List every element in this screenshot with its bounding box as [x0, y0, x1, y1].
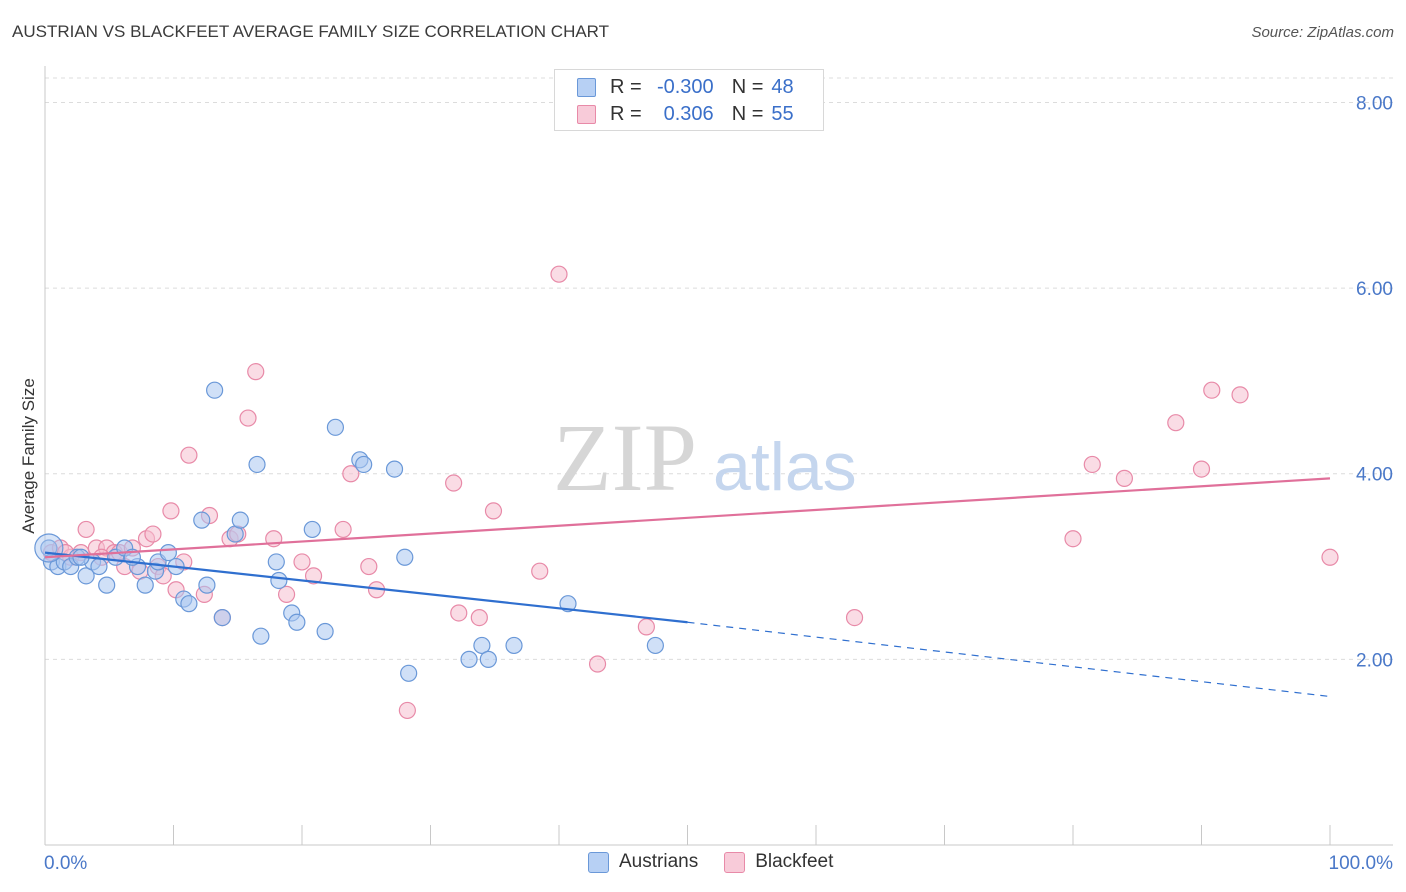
- austrians-point: [213, 609, 231, 627]
- blackfeet-point: [1064, 530, 1082, 548]
- austrians-point: [248, 455, 266, 474]
- blackfeet-point: [293, 553, 311, 571]
- austrians-trend-line: [44, 551, 688, 624]
- watermark-atlas: atlas: [713, 429, 857, 505]
- austrians-point: [316, 622, 334, 641]
- blackfeet-point: [398, 701, 416, 720]
- blackfeet-point: [845, 609, 864, 627]
- blackfeet-point: [1231, 386, 1249, 404]
- austrians-point-large: [34, 533, 64, 563]
- legend-r-value: 0.306: [663, 102, 714, 125]
- legend-row-austrians: R = -0.300 N = 48: [577, 75, 794, 99]
- blackfeet-point: [77, 520, 95, 539]
- blackfeet-swatch: [577, 104, 596, 124]
- austrians-point: [559, 595, 577, 613]
- blackfeet-point: [550, 265, 568, 283]
- blackfeet-point: [470, 609, 488, 627]
- blackfeet-point: [450, 604, 468, 622]
- austrians-point: [385, 460, 404, 478]
- austrians-point: [355, 455, 373, 474]
- austrians-point: [396, 548, 414, 566]
- bottom-legend-blackfeet: Blackfeet: [724, 851, 833, 873]
- chart-title: AUSTRIAN VS BLACKFEET AVERAGE FAMILY SIZ…: [12, 22, 610, 41]
- blackfeet-point: [1203, 381, 1221, 399]
- source-note: Source: ZipAtlas.com: [1251, 24, 1394, 41]
- austrians-point: [646, 636, 664, 655]
- austrians-point: [479, 650, 497, 668]
- blackfeet-trend-line: [44, 477, 1331, 559]
- blackfeet-point: [277, 585, 296, 604]
- y-tick-label: 8.00: [1356, 93, 1393, 114]
- blackfeet-point: [531, 562, 549, 580]
- blackfeet-point: [342, 465, 360, 483]
- austrians-point: [473, 636, 491, 655]
- y-axis-label: Average Family Size: [19, 378, 38, 534]
- blackfeet-point: [445, 474, 463, 492]
- x-tick-label: 0.0%: [44, 853, 87, 874]
- austrians-swatch: [588, 851, 609, 873]
- y-tick-label: 4.00: [1356, 465, 1393, 486]
- austrians-point: [400, 664, 418, 682]
- austrians-point: [136, 576, 154, 594]
- austrians-point: [326, 418, 345, 436]
- blackfeet-point: [247, 363, 265, 381]
- austrians-point: [303, 520, 321, 539]
- blackfeet-point: [180, 446, 198, 464]
- y-tick-label: 6.00: [1356, 279, 1393, 300]
- watermark-zip: ZIP: [553, 404, 697, 511]
- bottom-legend: Austrians Blackfeet: [588, 851, 859, 873]
- grid-lines: [45, 77, 1393, 660]
- austrians-point: [267, 553, 285, 571]
- blackfeet-point: [239, 409, 257, 427]
- blackfeet-point: [588, 655, 607, 673]
- blackfeet-point: [162, 502, 180, 520]
- legend-n-value: 48: [771, 75, 794, 98]
- legend-r-label: R =: [610, 75, 642, 98]
- austrians-point: [288, 613, 306, 631]
- bottom-legend-austrians: Austrians: [588, 851, 698, 873]
- austrians-point: [460, 650, 478, 668]
- austrians-point: [505, 636, 523, 655]
- legend-n-label: N =: [731, 75, 764, 98]
- legend-n-value: 55: [771, 102, 794, 125]
- y-tick-label: 2.00: [1356, 650, 1393, 671]
- austrians-point: [193, 511, 211, 529]
- tick-labels: 2.00 4.00 6.00 8.00 0.0% 100.0%: [44, 93, 1393, 874]
- blackfeet-point: [1115, 469, 1134, 487]
- x-tick-label: 100.0%: [1329, 853, 1394, 874]
- blackfeet-point: [1192, 460, 1211, 478]
- blackfeet-point: [144, 525, 162, 543]
- austrians-point: [206, 381, 224, 399]
- blackfeet-point: [334, 520, 352, 539]
- austrians-point: [231, 511, 249, 529]
- blackfeet-point: [1083, 455, 1101, 474]
- legend-r-label: R =: [610, 102, 642, 125]
- blackfeet-point: [360, 557, 378, 576]
- bottom-legend-label: Blackfeet: [755, 851, 834, 872]
- legend-n-label: N =: [731, 102, 764, 125]
- blackfeet-point: [484, 502, 503, 520]
- austrians-point: [198, 576, 216, 594]
- austrians-swatch: [577, 77, 596, 97]
- legend-row-blackfeet: R = 0.306 N = 55: [577, 102, 794, 126]
- blackfeet-point: [304, 567, 323, 585]
- axes: [44, 66, 1393, 846]
- austrians-point: [90, 557, 108, 576]
- bottom-legend-label: Austrians: [619, 851, 699, 872]
- austrians-point: [180, 595, 198, 613]
- watermark: ZIP atlas: [553, 404, 857, 511]
- austrians-point: [98, 576, 116, 594]
- blackfeet-point: [1167, 414, 1185, 432]
- legend-r-value: -0.300: [656, 75, 714, 98]
- blackfeet-point: [1321, 548, 1339, 566]
- austrians-point: [252, 627, 270, 645]
- trend-lines: [44, 477, 1331, 698]
- legend: R = -0.300 N = 48 R = 0.306 N = 55: [554, 69, 824, 131]
- blackfeet-swatch: [724, 851, 746, 873]
- austrians-trend-extension: [687, 621, 1331, 698]
- blackfeet-point: [637, 618, 655, 636]
- austrians-point: [77, 567, 95, 585]
- austrians-point: [270, 571, 288, 590]
